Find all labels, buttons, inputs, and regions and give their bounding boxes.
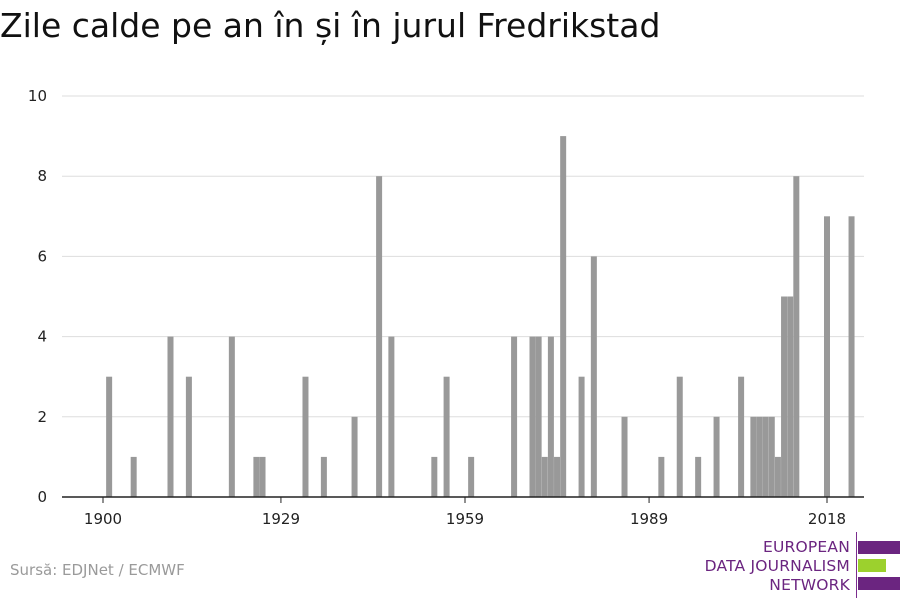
bar [560,136,567,497]
bar [511,336,518,497]
bar [443,376,450,497]
logo-text-data-journalism: DATA JOURNALISM [704,557,850,575]
logo-bar-middle [858,559,886,572]
bar [320,456,327,497]
bar [388,336,395,497]
bar [621,416,628,497]
bar [185,376,192,497]
logo-bar-top [858,541,900,554]
bar [676,376,683,497]
bar [130,456,137,497]
bar [787,296,794,497]
bar [824,216,830,498]
bar [351,416,358,497]
bar [167,336,174,497]
bar [713,416,720,497]
bar [431,456,438,497]
x-tick-label: 1989 [630,510,668,528]
bar [781,296,788,497]
bar [768,416,775,497]
logo-bar-bottom [858,577,900,590]
bar [547,336,554,497]
y-tick-label: 6 [37,247,47,265]
bar [793,176,800,497]
chart-title: Zile calde pe an în și în jurul Fredriks… [0,6,661,45]
logo-text-network: NETWORK [769,576,850,594]
bar [106,376,113,497]
bar [535,336,542,497]
y-tick-label: 8 [37,167,47,185]
bar [259,456,266,497]
grid-lines [62,95,864,418]
x-tick-label: 1929 [262,510,300,528]
logo-text-european: EUROPEAN [762,538,850,556]
bar [750,416,757,497]
x-tick-label: 1900 [84,510,122,528]
bar [774,456,781,497]
bar [848,216,855,498]
bar [228,336,235,497]
logo-divider [856,532,857,598]
bar [302,376,309,497]
y-tick-label: 10 [28,87,47,105]
bar [695,456,702,497]
bar [658,456,665,497]
bar [541,456,548,497]
bar [554,456,561,497]
bar [468,456,475,497]
bar [756,416,763,497]
x-tick-label: 2018 [808,510,846,528]
bar [376,176,383,497]
y-axis-ticks: 0 2 4 6 8 10 [28,87,47,506]
y-tick-label: 0 [37,488,47,506]
source-note: Sursă: EDJNet / ECMWF [10,561,185,579]
edjnet-logo[interactable]: EUROPEAN DATA JOURNALISM NETWORK [700,532,900,598]
bar-chart: 0 2 4 6 8 10 1900 1929 1959 1989 2018 [28,87,864,528]
y-tick-label: 4 [37,328,47,346]
bar [253,456,260,497]
bar [738,376,745,497]
x-axis-ticks: 1900 1929 1959 1989 2018 [84,497,846,528]
bar [590,256,597,497]
bars [106,136,855,498]
bar [529,336,536,497]
bar [578,376,585,497]
y-tick-label: 2 [37,408,47,426]
x-tick-label: 1959 [446,510,484,528]
bar [762,416,769,497]
